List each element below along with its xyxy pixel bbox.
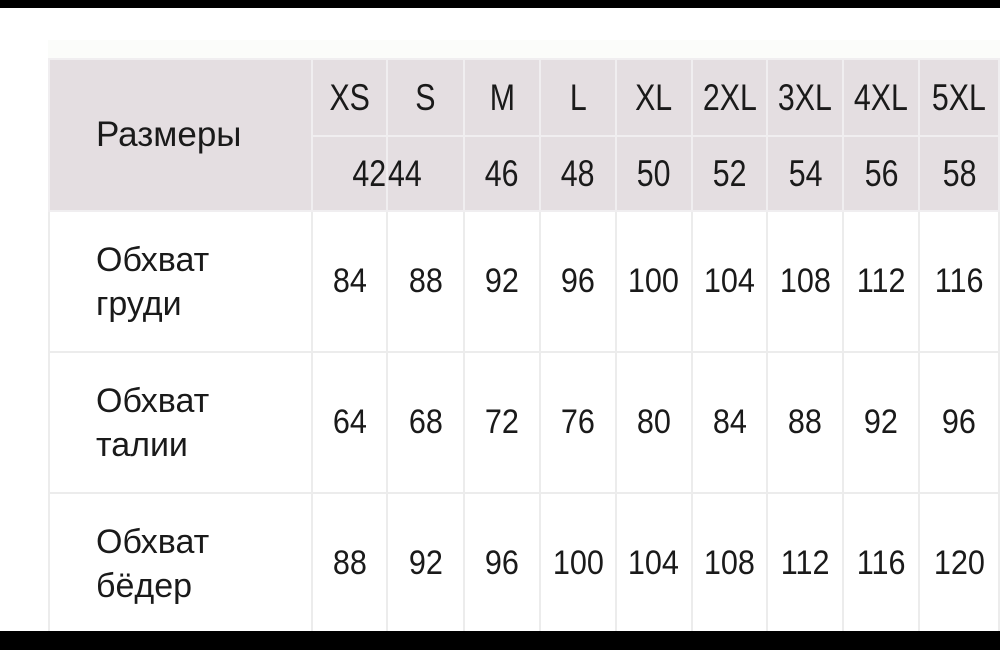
measurement-cell: 84 <box>690 351 769 494</box>
measurement-cell: 112 <box>842 210 921 353</box>
bottom-black-bar <box>0 631 1000 650</box>
corner-label: Размеры <box>48 58 313 212</box>
size-number: 54 <box>766 135 845 212</box>
measurement-cell: 92 <box>386 492 465 635</box>
measurement-cell: 108 <box>690 492 769 635</box>
measurement-cell: 96 <box>539 210 617 353</box>
measurement-cell: 88 <box>766 351 845 494</box>
measurement-cell: 100 <box>614 210 693 353</box>
size-letter: L <box>539 58 617 137</box>
size-number: 52 <box>690 135 769 212</box>
measurement-cell: 92 <box>462 210 542 353</box>
size-number: 56 <box>842 135 921 212</box>
size-number: 44 <box>386 135 465 212</box>
size-chart-table: Размеры XS S M L XL 2XL 3XL 4XL 5XL 42 4… <box>48 58 1000 635</box>
row-label: Обхват талии <box>48 351 313 494</box>
size-letter: 2XL <box>690 58 769 137</box>
size-number: 46 <box>462 135 542 212</box>
header-row-numbers: 42 44 46 48 50 52 54 56 58 <box>49 135 1000 212</box>
row-label: Обхват бёдер <box>48 492 313 635</box>
measurement-row: Обхват бёдер 88 92 96 100 104 108 112 116 120 <box>48 492 1000 635</box>
measurement-cell: 112 <box>766 492 845 635</box>
measurement-cell: 96 <box>462 492 542 635</box>
measurement-cell: 116 <box>918 210 1000 353</box>
measurement-row: Обхват груди 84 88 92 96 100 104 108 112 116 <box>48 210 1000 353</box>
measurement-cell: 72 <box>462 351 542 494</box>
size-letter: 3XL <box>766 58 845 137</box>
measurement-cell: 64 <box>310 351 389 494</box>
measurement-cell: 104 <box>614 492 693 635</box>
measurement-cell: 92 <box>842 351 921 494</box>
size-number: 48 <box>539 135 617 212</box>
size-letter: S <box>386 58 465 137</box>
size-number: 42 <box>310 135 389 212</box>
row-label: Обхват груди <box>48 210 313 353</box>
measurement-cell: 68 <box>386 351 465 494</box>
measurement-cell: 108 <box>766 210 845 353</box>
faint-band <box>48 40 1000 58</box>
size-letter: XS <box>310 58 389 137</box>
size-number: 58 <box>918 135 1000 212</box>
header-row-letters: Размеры XS S M L XL 2XL 3XL 4XL 5XL <box>48 58 1000 212</box>
measurement-cell: 76 <box>539 351 617 494</box>
measurement-cell: 100 <box>539 492 617 635</box>
size-letter: 4XL <box>842 58 921 137</box>
measurement-cell: 96 <box>918 351 1000 494</box>
size-letter: M <box>462 58 542 137</box>
measurement-cell: 88 <box>310 492 389 635</box>
size-number: 50 <box>614 135 693 212</box>
size-letter: XL <box>614 58 693 137</box>
measurement-cell: 104 <box>690 210 769 353</box>
size-letter: 5XL <box>918 58 1000 137</box>
measurement-cell: 88 <box>386 210 465 353</box>
measurement-row: Обхват талии 64 68 72 76 80 84 88 92 96 <box>48 351 1000 494</box>
measurement-cell: 80 <box>614 351 693 494</box>
top-black-bar <box>0 0 1000 8</box>
measurement-cell: 84 <box>310 210 389 353</box>
measurement-cell: 120 <box>918 492 1000 635</box>
measurement-cell: 116 <box>842 492 921 635</box>
